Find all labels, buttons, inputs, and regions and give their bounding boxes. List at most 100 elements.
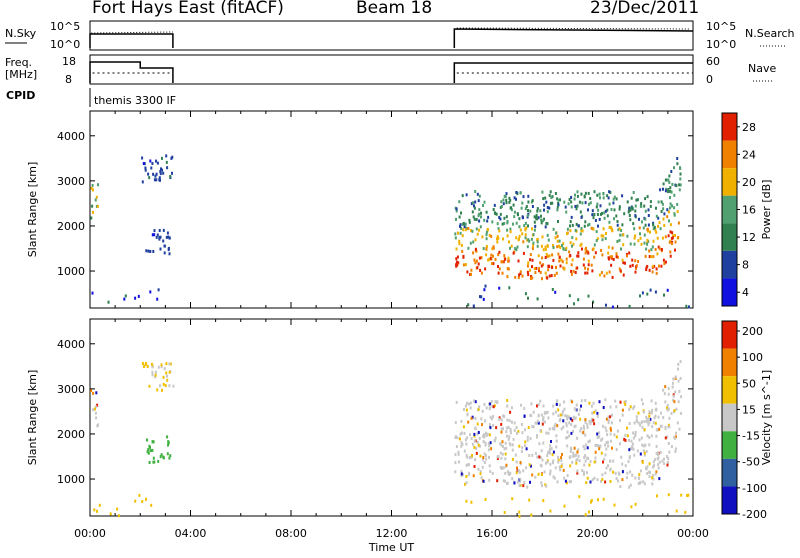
range-cell (500, 422, 503, 426)
range-cell (594, 219, 597, 222)
range-cell (524, 221, 527, 225)
range-cell (633, 421, 636, 425)
range-cell (457, 452, 460, 456)
range-cell (616, 255, 619, 259)
range-cell (565, 436, 568, 440)
y-axis-label: Slant Range [km] (26, 162, 39, 258)
range-cell (502, 198, 505, 202)
range-cell (620, 247, 622, 251)
range-cell (491, 471, 494, 475)
range-cell (484, 441, 487, 445)
range-cell (162, 375, 165, 379)
range-cell (648, 268, 651, 272)
range-cell (507, 437, 510, 441)
range-cell (626, 426, 628, 430)
range-cell (603, 274, 606, 278)
range-cell (641, 220, 643, 224)
range-cell (474, 426, 477, 430)
range-cell (492, 415, 495, 419)
range-cell (461, 194, 464, 198)
range-cell (620, 229, 623, 232)
range-cell (556, 480, 559, 484)
range-cell (477, 467, 480, 471)
range-cell (621, 413, 624, 417)
range-cell (168, 456, 171, 460)
range-cell (621, 462, 624, 466)
range-cell (667, 493, 670, 497)
range-cell (508, 196, 511, 200)
range-cell (677, 367, 679, 371)
range-cell (640, 421, 643, 425)
range-cell (492, 245, 495, 249)
range-cell (537, 254, 540, 258)
range-cell (464, 404, 467, 408)
range-cell (493, 203, 496, 207)
range-cell (630, 206, 633, 210)
range-cell (605, 447, 608, 451)
range-cell (466, 401, 468, 405)
range-cell (168, 384, 171, 388)
range-cell (474, 190, 477, 193)
range-cell (619, 269, 622, 273)
range-cell (604, 398, 607, 402)
range-cell (492, 262, 495, 266)
range-cell (662, 217, 665, 221)
range-cell (584, 271, 587, 275)
range-cell (655, 267, 658, 271)
range-cell (485, 457, 488, 461)
range-cell (513, 196, 516, 200)
range-cell (564, 205, 567, 209)
range-cell (590, 420, 593, 423)
range-cell (518, 217, 521, 221)
range-cell (638, 476, 640, 480)
range-cell (664, 189, 667, 193)
range-cell (499, 212, 502, 216)
range-cell (655, 428, 658, 432)
range-cell (602, 497, 605, 501)
range-cell (455, 209, 458, 213)
range-cell (504, 452, 507, 456)
range-cell (629, 264, 632, 268)
nsky-trace-2 (453, 28, 694, 48)
range-cell (670, 190, 673, 194)
range-cell (492, 405, 495, 409)
range-cell (527, 200, 530, 204)
range-cell (667, 387, 670, 391)
range-cell (612, 257, 615, 261)
range-cell (655, 434, 658, 438)
range-cell (159, 235, 162, 239)
range-cell (581, 201, 584, 205)
range-cell (641, 402, 644, 406)
range-cell (142, 162, 145, 165)
range-cell (577, 454, 580, 458)
range-cell (651, 482, 654, 486)
range-cell (559, 198, 561, 202)
range-cell (585, 481, 588, 485)
range-cell (619, 400, 622, 404)
range-cell (576, 471, 579, 475)
range-cell (593, 476, 596, 480)
range-cell (654, 414, 657, 418)
range-cell (571, 236, 574, 240)
range-cell (97, 183, 99, 187)
range-cell (498, 267, 501, 271)
range-cell (619, 418, 621, 422)
range-cell (502, 479, 505, 483)
range-cell (652, 223, 655, 227)
range-cell (569, 464, 572, 468)
range-cell (602, 227, 605, 231)
range-cell (490, 234, 493, 238)
range-cell (478, 212, 481, 216)
range-cell (601, 437, 604, 441)
range-cell (666, 208, 669, 212)
range-cell (502, 466, 505, 470)
range-cell (488, 478, 491, 482)
range-cell (645, 247, 648, 251)
range-cell (569, 254, 572, 257)
range-cell (669, 186, 672, 190)
range-cell (626, 471, 629, 475)
range-cell (625, 476, 628, 480)
range-cell (608, 190, 611, 194)
range-cell (473, 206, 476, 210)
range-cell (570, 205, 573, 209)
